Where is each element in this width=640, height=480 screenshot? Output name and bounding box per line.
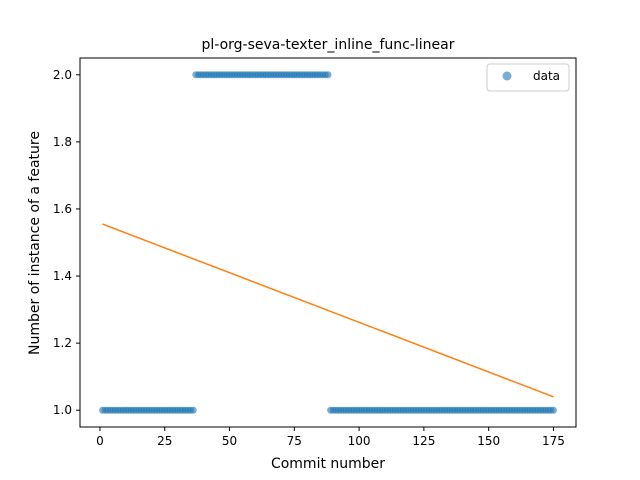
y-tick-label: 1.4 — [53, 269, 72, 283]
legend: data — [486, 63, 570, 92]
axes-frame — [79, 57, 577, 428]
x-tick-label: 0 — [96, 434, 104, 448]
y-axis: 1.0 1.2 1.4 1.6 1.8 2.0 — [53, 68, 80, 417]
fit-line — [102, 223, 554, 398]
plot-area — [99, 71, 557, 414]
y-tick-label: 1.2 — [53, 336, 72, 350]
chart-title: pl-org-seva-texter_inline_func-linear — [202, 37, 455, 53]
legend-label-data: data — [533, 69, 560, 83]
x-tick-label: 150 — [477, 434, 500, 448]
y-tick-label: 1.8 — [53, 135, 72, 149]
x-tick-label: 75 — [287, 434, 302, 448]
y-tick-label: 1.0 — [53, 403, 72, 417]
y-axis-label: Number of instance of a feature — [27, 131, 43, 355]
y-tick-label: 2.0 — [53, 68, 72, 82]
x-tick-label: 175 — [542, 434, 565, 448]
x-tick-label: 125 — [412, 434, 435, 448]
data-point — [324, 71, 332, 79]
legend-box — [486, 63, 570, 92]
data-point — [549, 406, 557, 414]
data-point — [189, 406, 197, 414]
x-axis: 0 25 50 75 100 125 150 175 — [96, 427, 565, 448]
x-tick-label: 100 — [348, 434, 371, 448]
x-tick-label: 25 — [157, 434, 172, 448]
y-tick-label: 1.6 — [53, 202, 72, 216]
x-tick-label: 50 — [222, 434, 237, 448]
x-axis-label: Commit number — [271, 456, 385, 472]
legend-marker-data — [502, 71, 512, 81]
